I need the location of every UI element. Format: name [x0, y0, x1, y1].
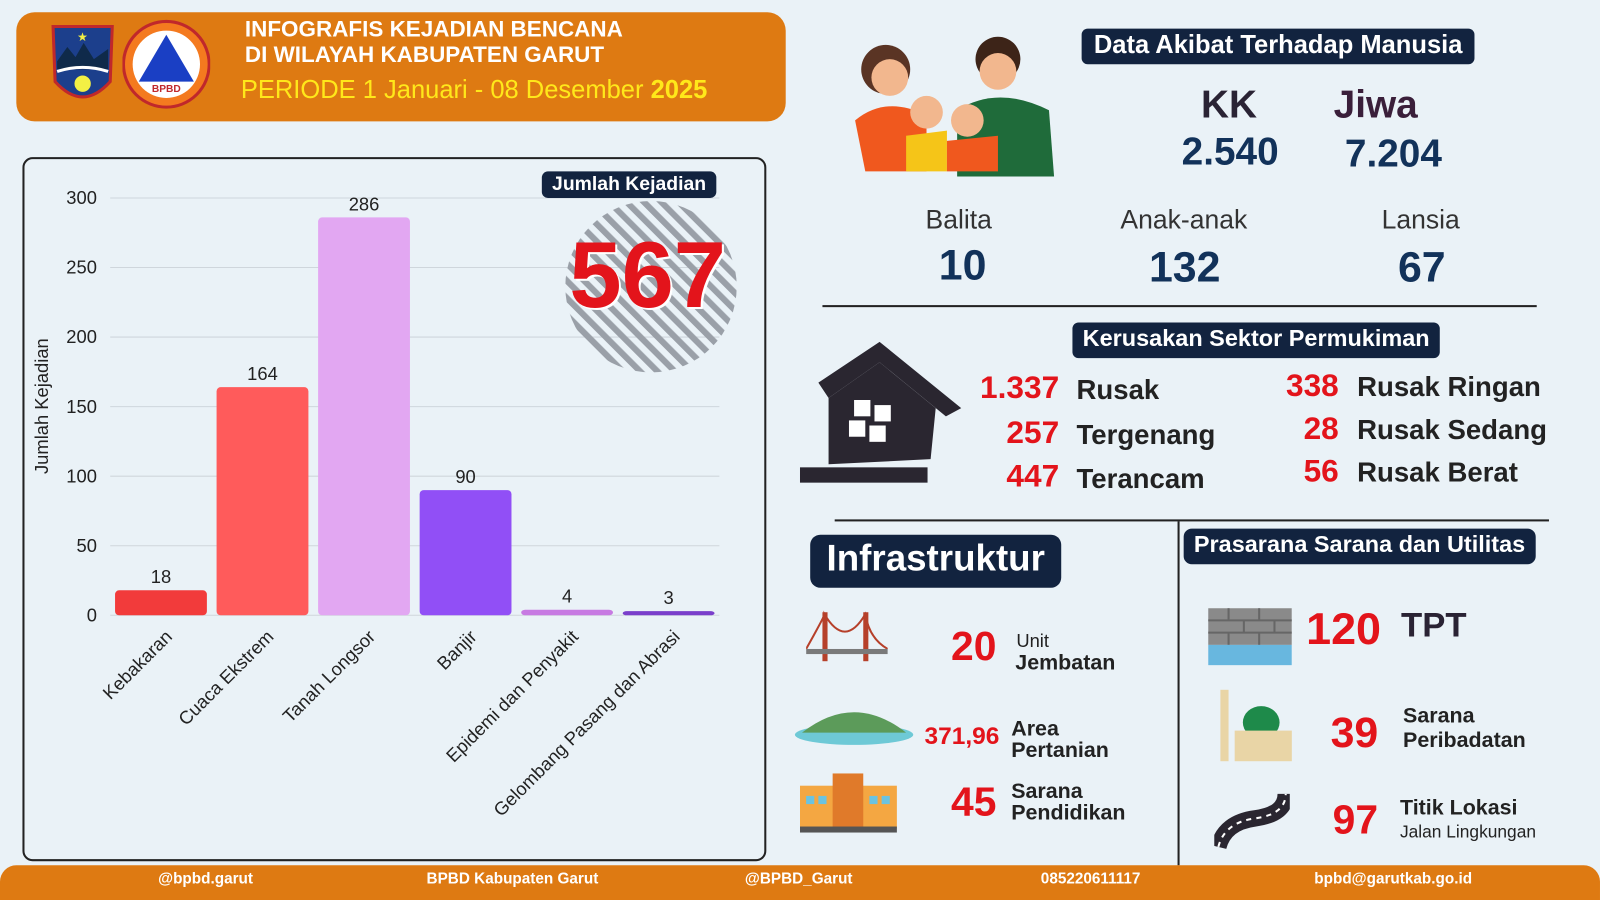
jembatan-unit: Unit — [1016, 630, 1049, 652]
wall-icon — [1208, 608, 1292, 666]
permukiman-value: 1.337 — [980, 369, 1060, 406]
pendidikan-label: Pendidikan — [1011, 801, 1126, 825]
x-tick-label: Gelombang Pasang dan Abrasi — [489, 626, 684, 821]
footer-bar — [0, 865, 1600, 900]
x-tick-label: Banjir — [433, 626, 481, 674]
y-tick-label: 100 — [66, 465, 97, 486]
peribadatan-sub: Peribadatan — [1403, 728, 1526, 753]
psu-title: Prasarana Sarana dan Utilitas — [1183, 528, 1536, 565]
peribadatan-value: 39 — [1330, 708, 1379, 757]
tpt-label: TPT — [1401, 606, 1467, 645]
permukiman-value: 56 — [1303, 453, 1339, 489]
bpbd-logo-text: BPBD — [152, 84, 181, 95]
footer-instagram[interactable]: @bpbd.garut — [158, 870, 254, 888]
pendidikan-value: 45 — [951, 779, 997, 825]
y-tick-label: 150 — [66, 396, 97, 417]
hatched-circle-decoration — [565, 201, 737, 373]
kk-value: 2.540 — [1181, 130, 1279, 174]
permukiman-label: Terancam — [1076, 463, 1205, 494]
period-label: PERIODE 1 Januari - 08 Desember — [240, 75, 644, 105]
jalan-sub: Jalan Lingkungan — [1399, 822, 1536, 842]
title-line-1: INFOGRAFIS KEJADIAN BENCANA — [244, 16, 623, 42]
y-tick-label: 250 — [66, 257, 97, 278]
pertanian-value: 371,96 — [924, 722, 1000, 750]
school-icon — [799, 773, 897, 833]
pertanian-unit: Area — [1011, 717, 1059, 741]
bridge-icon — [806, 610, 888, 662]
permukiman-title: Kerusakan Sektor Permukiman — [1072, 322, 1440, 359]
permukiman-value: 257 — [1006, 414, 1060, 450]
y-tick-label: 200 — [66, 326, 97, 347]
manusia-title: Data Akibat Terhadap Manusia — [1081, 28, 1475, 65]
balita-label: Balita — [925, 204, 992, 235]
permukiman-value: 338 — [1285, 367, 1339, 404]
data-label: 18 — [151, 566, 171, 587]
jalan-value: 97 — [1332, 797, 1379, 843]
permukiman-label: Rusak Berat — [1357, 457, 1518, 488]
bpbd-logo: BPBD — [122, 19, 211, 109]
jiwa-value: 7.204 — [1344, 132, 1442, 176]
permukiman-label: Rusak — [1076, 374, 1160, 406]
bar — [521, 609, 614, 616]
svg-text:★: ★ — [77, 30, 88, 44]
y-axis-label: Jumlah Kejadian — [31, 338, 52, 474]
divider — [822, 305, 1537, 308]
data-label: 4 — [562, 586, 572, 607]
vertical-divider — [1177, 521, 1180, 866]
anak-label: Anak-anak — [1120, 204, 1248, 235]
bar — [318, 217, 410, 616]
lansia-value: 67 — [1397, 242, 1446, 291]
permukiman-label: Rusak Ringan — [1357, 371, 1541, 403]
balita-value: 10 — [938, 240, 987, 289]
bar — [115, 590, 207, 616]
title-line-2: DI WILAYAH KABUPATEN GARUT — [244, 41, 605, 68]
kk-label: KK — [1201, 83, 1258, 127]
footer-facebook[interactable]: BPBD Kabupaten Garut — [426, 870, 599, 888]
x-tick-label: Tanah Longsor — [278, 626, 379, 727]
data-label: 90 — [455, 466, 475, 487]
data-label: 286 — [349, 193, 380, 214]
permukiman-label: Rusak Sedang — [1357, 414, 1547, 445]
mosque-icon — [1220, 689, 1292, 762]
y-tick-label: 0 — [87, 604, 97, 625]
pertanian-label: Pertanian — [1011, 738, 1109, 763]
footer-email[interactable]: bpbd@garutkab.go.id — [1314, 870, 1473, 888]
jiwa-label: Jiwa — [1333, 83, 1418, 127]
period-text: PERIODE 1 Januari - 08 Desember 2025 — [241, 76, 708, 106]
header-title: INFOGRAFIS KEJADIAN BENCANA DI WILAYAH K… — [245, 16, 623, 67]
data-label: 3 — [664, 587, 674, 608]
garut-regency-logo: ★ — [51, 24, 114, 99]
bar — [216, 387, 309, 616]
lansia-label: Lansia — [1381, 204, 1460, 235]
y-tick-label: 300 — [66, 187, 97, 208]
bar — [622, 611, 715, 616]
total-label: Jumlah Kejadian — [541, 171, 717, 198]
damaged-house-icon — [799, 341, 962, 483]
bar — [419, 490, 512, 616]
permukiman-label: Tergenang — [1076, 419, 1216, 450]
permukiman-value: 28 — [1303, 410, 1339, 446]
tpt-value: 120 — [1306, 604, 1382, 655]
road-icon — [1214, 793, 1290, 849]
farm-icon — [794, 712, 914, 745]
data-label: 164 — [247, 363, 278, 384]
pendidikan-unit: Sarana — [1011, 779, 1083, 804]
jembatan-label: Jembatan — [1015, 651, 1116, 675]
footer-phone[interactable]: 085220611117 — [1040, 870, 1141, 888]
family-illustration — [855, 36, 1055, 177]
jembatan-value: 20 — [951, 624, 997, 670]
footer-twitter[interactable]: @BPBD_Garut — [744, 870, 853, 888]
anak-value: 132 — [1148, 242, 1221, 291]
permukiman-value: 447 — [1006, 458, 1060, 494]
x-tick-label: Kebakaran — [98, 626, 176, 704]
infrastruktur-title: Infrastruktur — [810, 534, 1062, 588]
divider — [834, 519, 1549, 522]
period-year: 2025 — [650, 75, 708, 105]
x-tick-label: Cuaca Ekstrem — [174, 626, 278, 730]
y-tick-label: 50 — [77, 535, 97, 556]
jalan-label: Titik Lokasi — [1399, 795, 1518, 820]
peribadatan-label: Sarana — [1403, 704, 1475, 728]
total-value: 567 — [569, 223, 727, 328]
bar-chart: 0 50 100 150 200 250 300 Jumlah Kejadian 18 Kebak… — [31, 187, 720, 821]
